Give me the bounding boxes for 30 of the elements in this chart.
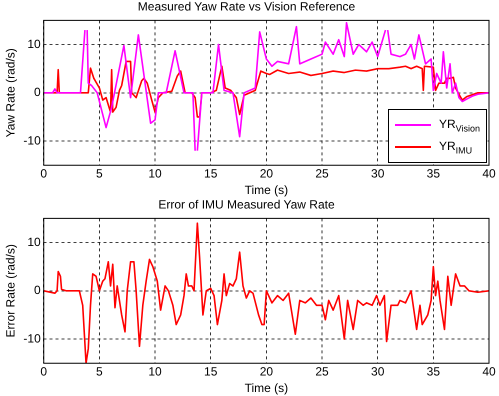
x-tick-label: 25 <box>315 166 330 181</box>
x-tick-label: 10 <box>148 364 162 379</box>
chart-title: Measured Yaw Rate vs Vision Reference <box>138 0 356 14</box>
x-tick-label: 35 <box>426 166 440 181</box>
x-tick-label: 40 <box>482 364 496 379</box>
y-axis-title: Yaw Rate (rad/s) <box>4 48 18 138</box>
chart-title: Error of IMU Measured Yaw Rate <box>158 198 335 212</box>
y-axis-title: Error Rate (rad/s) <box>4 244 18 338</box>
y-tick-label: 10 <box>27 36 42 51</box>
x-tick-label: 5 <box>96 364 104 379</box>
x-tick-label: 35 <box>426 364 440 379</box>
y-tick-label: 0 <box>34 85 42 100</box>
legend-label: YR$_{IMU}$ <box>439 138 472 156</box>
x-tick-label: 20 <box>260 166 274 181</box>
x-axis-title: Time (s) <box>244 183 288 198</box>
x-tick-label: 30 <box>371 364 385 379</box>
x-tick-label: 20 <box>260 364 274 379</box>
x-axis-title: Time (s) <box>244 381 288 396</box>
y-tick-label: 10 <box>27 234 42 249</box>
x-tick-label: 25 <box>315 364 330 379</box>
y-tick-label: 0 <box>34 283 42 298</box>
x-tick-label: 15 <box>204 166 218 181</box>
x-tick-label: 30 <box>371 166 385 181</box>
y-tick-label: -10 <box>23 133 42 148</box>
legend-label: YR$_{Vision}$ <box>439 116 480 134</box>
x-tick-label: 40 <box>482 166 496 181</box>
x-tick-label: 15 <box>204 364 218 379</box>
x-tick-label: 10 <box>148 166 162 181</box>
y-tick-label: -10 <box>23 331 42 346</box>
x-tick-label: 5 <box>96 166 104 181</box>
